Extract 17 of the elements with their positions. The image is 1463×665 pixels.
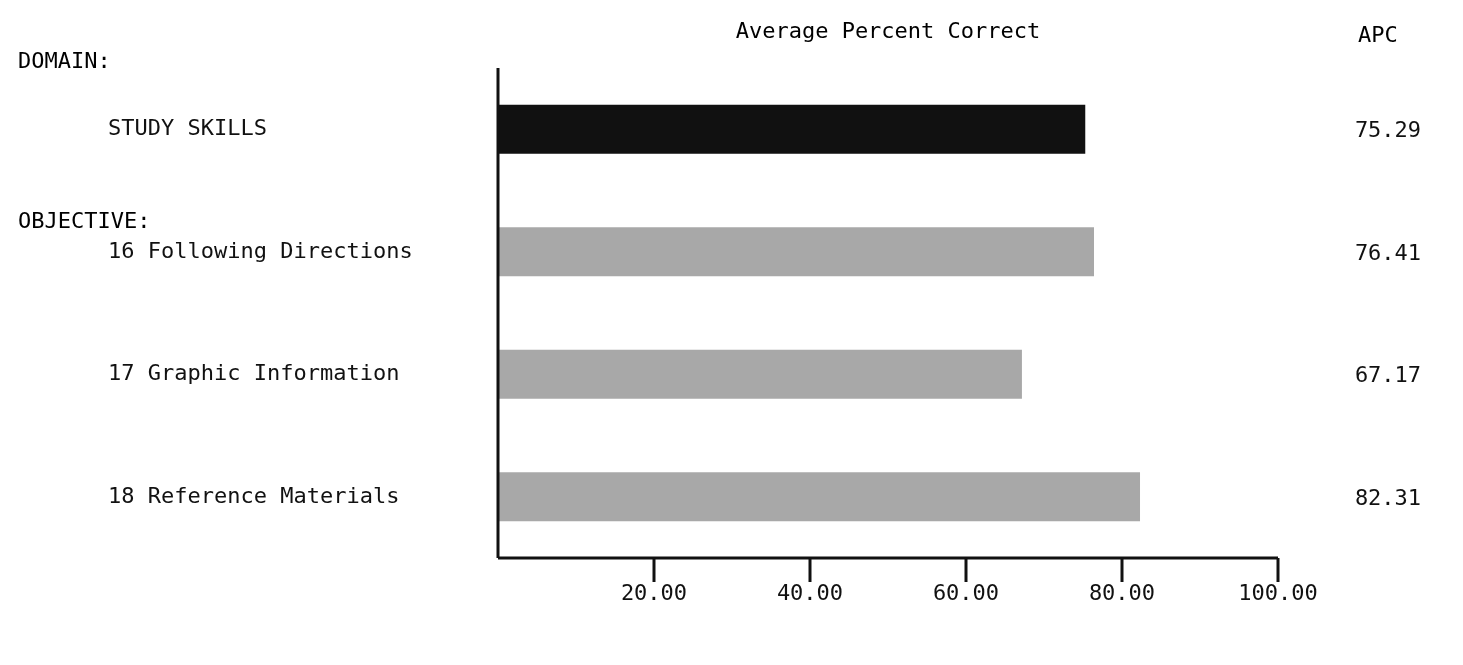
text: APC: [1358, 22, 1398, 47]
data-label: 76.41: [1354, 239, 1422, 265]
text: DOMAIN:: [18, 48, 111, 73]
data-label: 75.29: [1354, 117, 1422, 143]
y-tick-label: 17 Graphic Information: [108, 360, 400, 386]
data-label: 67.17: [1354, 362, 1422, 388]
text: OBJECTIVE:: [18, 208, 151, 233]
x-tick-label: 80.00: [1088, 579, 1156, 605]
x-tick-label: 40.00: [776, 579, 844, 605]
y-tick-label: 18 Reference Materials: [108, 482, 400, 508]
x-tick-label: 20.00: [620, 579, 688, 605]
y-tick-label: STUDY SKILLS: [108, 115, 267, 141]
data-label: 82.31: [1354, 484, 1422, 510]
x-tick-label: 60.00: [932, 579, 1000, 605]
y-tick-label: 16 Following Directions: [108, 237, 413, 263]
chart-title: Average Percent Correct: [734, 18, 1042, 43]
x-tick-label: 100.00: [1238, 579, 1318, 605]
